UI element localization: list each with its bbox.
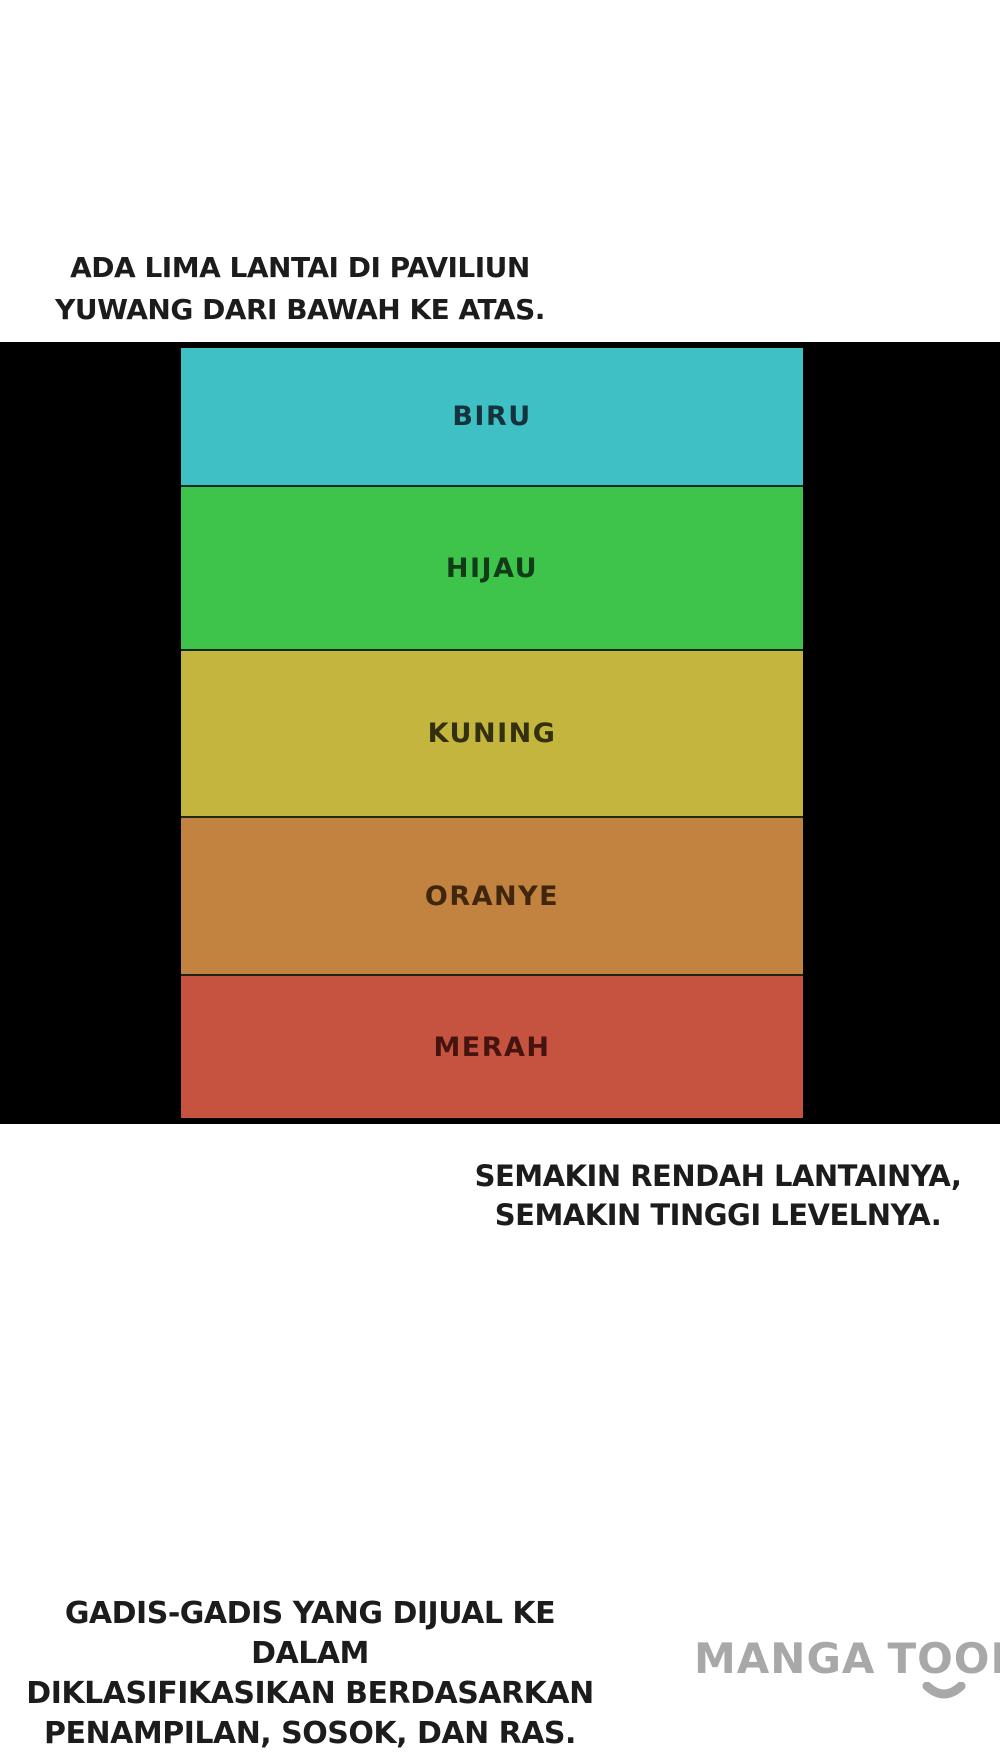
floor-diagram-panel: BIRU HIJAU KUNING ORANYE MERAH (0, 342, 1000, 1124)
level-caption-line: SEMAKIN RENDAH LANTAINYA, (474, 1159, 962, 1193)
classification-caption: GADIS-GADIS YANG DIJUAL KE DALAM DIKLASI… (10, 1594, 610, 1754)
intro-caption: ADA LIMA LANTAI DI PAVILIUN YUWANG DARI … (0, 247, 600, 331)
level-caption-line: SEMAKIN TINGGI LEVELNYA. (494, 1198, 942, 1232)
mangatoon-logo: MANGATOON (694, 1636, 1000, 1706)
floor-label: KUNING (427, 718, 557, 749)
floor-bar-merah: MERAH (181, 976, 803, 1118)
floor-label: BIRU (452, 401, 532, 432)
floor-label: MERAH (433, 1031, 551, 1063)
classification-caption-line: GADIS-GADIS YANG DIJUAL KE DALAM (64, 1596, 556, 1671)
floor-bar-kuning: KUNING (181, 651, 803, 818)
floor-label: ORANYE (424, 880, 560, 912)
logo-wordmark-toon: TOON (887, 1634, 1000, 1683)
classification-caption-line: PENAMPILAN, SOSOK, DAN RAS. (44, 1716, 576, 1751)
floor-bar-hijau: HIJAU (181, 487, 803, 651)
smile-icon (922, 1682, 966, 1699)
logo-wordmark-manga: MANGA (694, 1634, 876, 1683)
floor-stack: BIRU HIJAU KUNING ORANYE MERAH (181, 348, 803, 1118)
floor-label: HIJAU (445, 552, 539, 584)
intro-caption-line: ADA LIMA LANTAI DI PAVILIUN (70, 251, 530, 284)
floor-bar-biru: BIRU (181, 348, 803, 487)
intro-caption-line: YUWANG DARI BAWAH KE ATAS. (55, 293, 545, 326)
classification-caption-line: DIKLASIFIKASIKAN BERDASARKAN (26, 1676, 594, 1711)
level-caption: SEMAKIN RENDAH LANTAINYA, SEMAKIN TINGGI… (436, 1157, 1000, 1235)
floor-bar-oranye: ORANYE (181, 818, 803, 976)
